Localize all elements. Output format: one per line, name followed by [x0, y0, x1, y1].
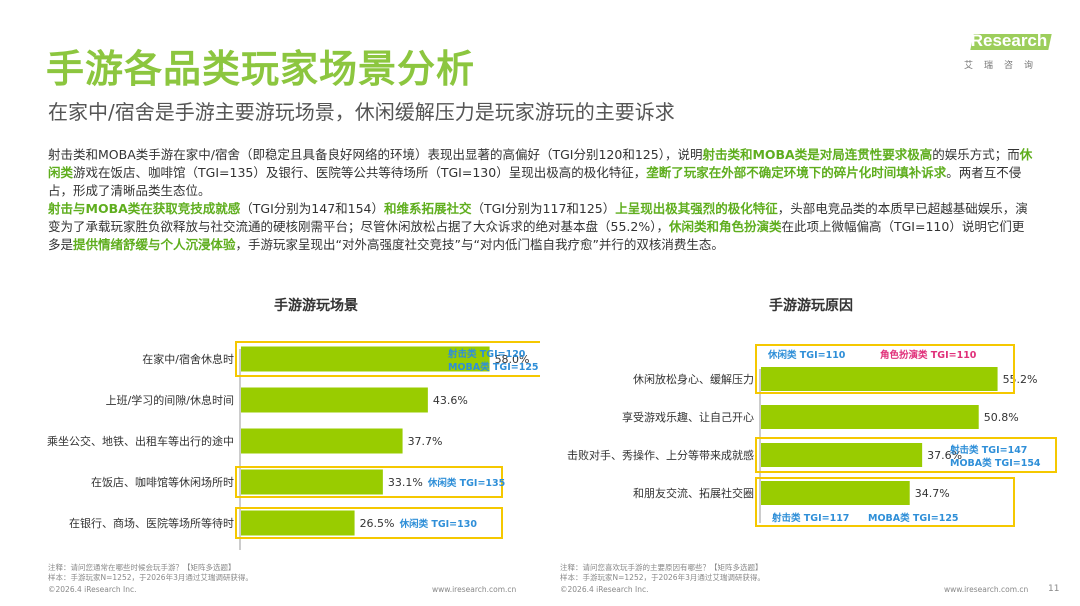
body-text-segment: （TGI分别为147和154）: [240, 201, 385, 216]
footer-note-left-1: 注释：请问您通常在哪些时候会玩手游？【矩阵多选题】: [48, 563, 236, 572]
value-label: 58.0%: [495, 353, 530, 366]
bar: [761, 443, 923, 467]
annotation-text: 射击类 TGI=147: [949, 444, 1027, 456]
bar: [241, 428, 403, 454]
value-label: 37.7%: [408, 435, 443, 448]
body-text-segment: 。两者互不侵占，形成了清晰品类生态位。: [48, 165, 1022, 198]
annotation-box: [235, 507, 503, 539]
annotation-text: 休闲类 TGI=110: [767, 349, 846, 361]
category-label: 上班/学习的间隙/休息时间: [106, 393, 234, 407]
body-text-segment: ，手游玩家呈现出“对外高强度社交竞技”与“对内低门槛自我疗愈”并行的双核消费生态…: [235, 237, 724, 252]
body-text-segment: （TGI分别为117和125）: [471, 201, 616, 216]
category-label: 在家中/宿舍休息时: [142, 352, 234, 366]
category-label: 享受游戏乐趣、让自己开心: [622, 410, 754, 424]
highlight-text: 和维系拓展社交: [384, 201, 472, 216]
value-label: 55.2%: [1003, 373, 1038, 386]
bar: [241, 469, 383, 495]
bar: [761, 481, 910, 505]
category-label: 在银行、商场、医院等场所等待时: [69, 516, 234, 530]
highlight-text: 射击与MOBA类在获取竞技成就感: [48, 201, 241, 216]
bar: [241, 510, 355, 536]
annotation-box: [235, 466, 503, 498]
annotation-text: 射击类 TGI=117: [771, 512, 849, 524]
analysis-paragraph: 射击类和MOBA类手游在家中/宿舍（即稳定且具备良好网络的环境）表现出显著的高偏…: [48, 146, 1033, 200]
page-subtitle: 在家中/宿舍是手游主要游玩场景，休闲缓解压力是玩家游玩的主要诉求: [48, 100, 675, 124]
bar: [241, 346, 490, 372]
highlight-text: 休闲类: [48, 147, 1033, 180]
body-text-segment: 的娱乐方式；而: [932, 147, 1020, 162]
body-text-segment: 游戏在饭店、咖啡馆（TGI=135）及银行、医院等公共等待场所（TGI=130）…: [73, 165, 647, 180]
footer-url-right: www.iresearch.com.cn: [944, 585, 1029, 594]
highlight-text: 提供情绪舒缓与个人沉浸体验: [73, 237, 236, 252]
footer-url-left: www.iresearch.com.cn: [432, 585, 517, 594]
body-text-segment: 射击类和MOBA类手游在家中/宿舍（即稳定且具备良好网络的环境）表现出显著的高偏…: [48, 147, 703, 162]
logo-text: iResearch: [966, 31, 1048, 50]
bar: [761, 367, 998, 391]
bar: [241, 387, 428, 413]
page-title: 手游各品类玩家场景分析: [46, 47, 476, 91]
highlight-text: 垄断了玩家在外部不确定环境下的碎片化时间填补诉求: [646, 165, 947, 180]
analysis-text: 射击类和MOBA类手游在家中/宿舍（即稳定且具备良好网络的环境）表现出显著的高偏…: [48, 146, 1033, 254]
iresearch-logo: iResearch 艾瑞咨询: [962, 28, 1052, 74]
bar: [761, 405, 979, 429]
value-label: 34.7%: [915, 487, 950, 500]
annotation-box: [755, 477, 1015, 527]
annotation-text: 休闲类 TGI=130: [399, 518, 478, 530]
highlight-text: 射击类和MOBA类是对局连贯性要求极高: [702, 147, 933, 162]
annotation-box: [755, 437, 1057, 473]
body-text-segment: 在此项上微幅偏高（TGI=110）说明它们更多是: [48, 219, 1025, 252]
value-label: 33.1%: [388, 476, 423, 489]
chart-title-scenes: 手游游玩场景: [274, 298, 358, 314]
chart-reasons: 休闲放松身心、缓解压力 55.2% 享受游戏乐趣、让自己开心 50.8% 击败对手、秀操…: [567, 344, 1057, 527]
category-label: 在饭店、咖啡馆等休闲场所时: [91, 475, 234, 489]
annotation-box: [755, 344, 1015, 394]
category-label: 休闲放松身心、缓解压力: [633, 372, 754, 386]
annotation-text: MOBA类 TGI=154: [950, 457, 1041, 469]
value-label: 37.6%: [927, 449, 962, 462]
page-number: 11: [1048, 584, 1060, 594]
footer-note-right-1: 注释：请问您喜欢玩手游的主要原因有哪些？【矩阵多选题】: [560, 563, 763, 572]
annotation-text: 休闲类 TGI=135: [427, 477, 505, 489]
value-label: 26.5%: [360, 517, 395, 530]
annotation-text: 角色扮演类 TGI=110: [880, 349, 977, 361]
annotation-box: [235, 341, 540, 377]
chart-scenes: 在家中/宿舍休息时 58.0% 上班/学习的间隙/休息时间 43.6% 乘坐公交、地铁、…: [47, 341, 540, 550]
annotation-text: 射击类 TGI=120: [447, 348, 526, 360]
footer-note-left-2: 样本：手游玩家N=1252，于2026年3月通过艾瑞调研获得。: [48, 573, 253, 582]
footer-note-right-2: 样本：手游玩家N=1252，于2026年3月通过艾瑞调研获得。: [560, 573, 765, 582]
analysis-paragraph: 射击与MOBA类在获取竞技成就感（TGI分别为147和154）和维系拓展社交（T…: [48, 200, 1033, 254]
value-label: 43.6%: [433, 394, 468, 407]
footer-copyright-left: ©2026.4 iResearch Inc.: [48, 585, 137, 594]
logo-subtext: 艾瑞咨询: [964, 61, 1045, 71]
annotation-text: MOBA类 TGI=125: [448, 361, 539, 373]
footer-copyright-right: ©2026.4 iResearch Inc.: [560, 585, 649, 594]
chart-title-reasons: 手游游玩原因: [769, 298, 853, 314]
category-label: 和朋友交流、拓展社交圈: [633, 486, 754, 500]
annotation-text: MOBA类 TGI=125: [868, 512, 959, 524]
category-label: 乘坐公交、地铁、出租车等出行的途中: [47, 434, 234, 448]
highlight-text: 休闲类和角色扮演类: [668, 219, 782, 234]
value-label: 50.8%: [984, 411, 1019, 424]
body-text-segment: ，头部电竞品类的本质早已超越基础娱乐，演变为了承载玩家胜负欲释放与社交流通的硬核…: [48, 201, 1028, 234]
highlight-text: 上呈现出极其强烈的极化特征: [615, 201, 778, 216]
category-label: 击败对手、秀操作、上分等带来成就感: [567, 448, 754, 462]
